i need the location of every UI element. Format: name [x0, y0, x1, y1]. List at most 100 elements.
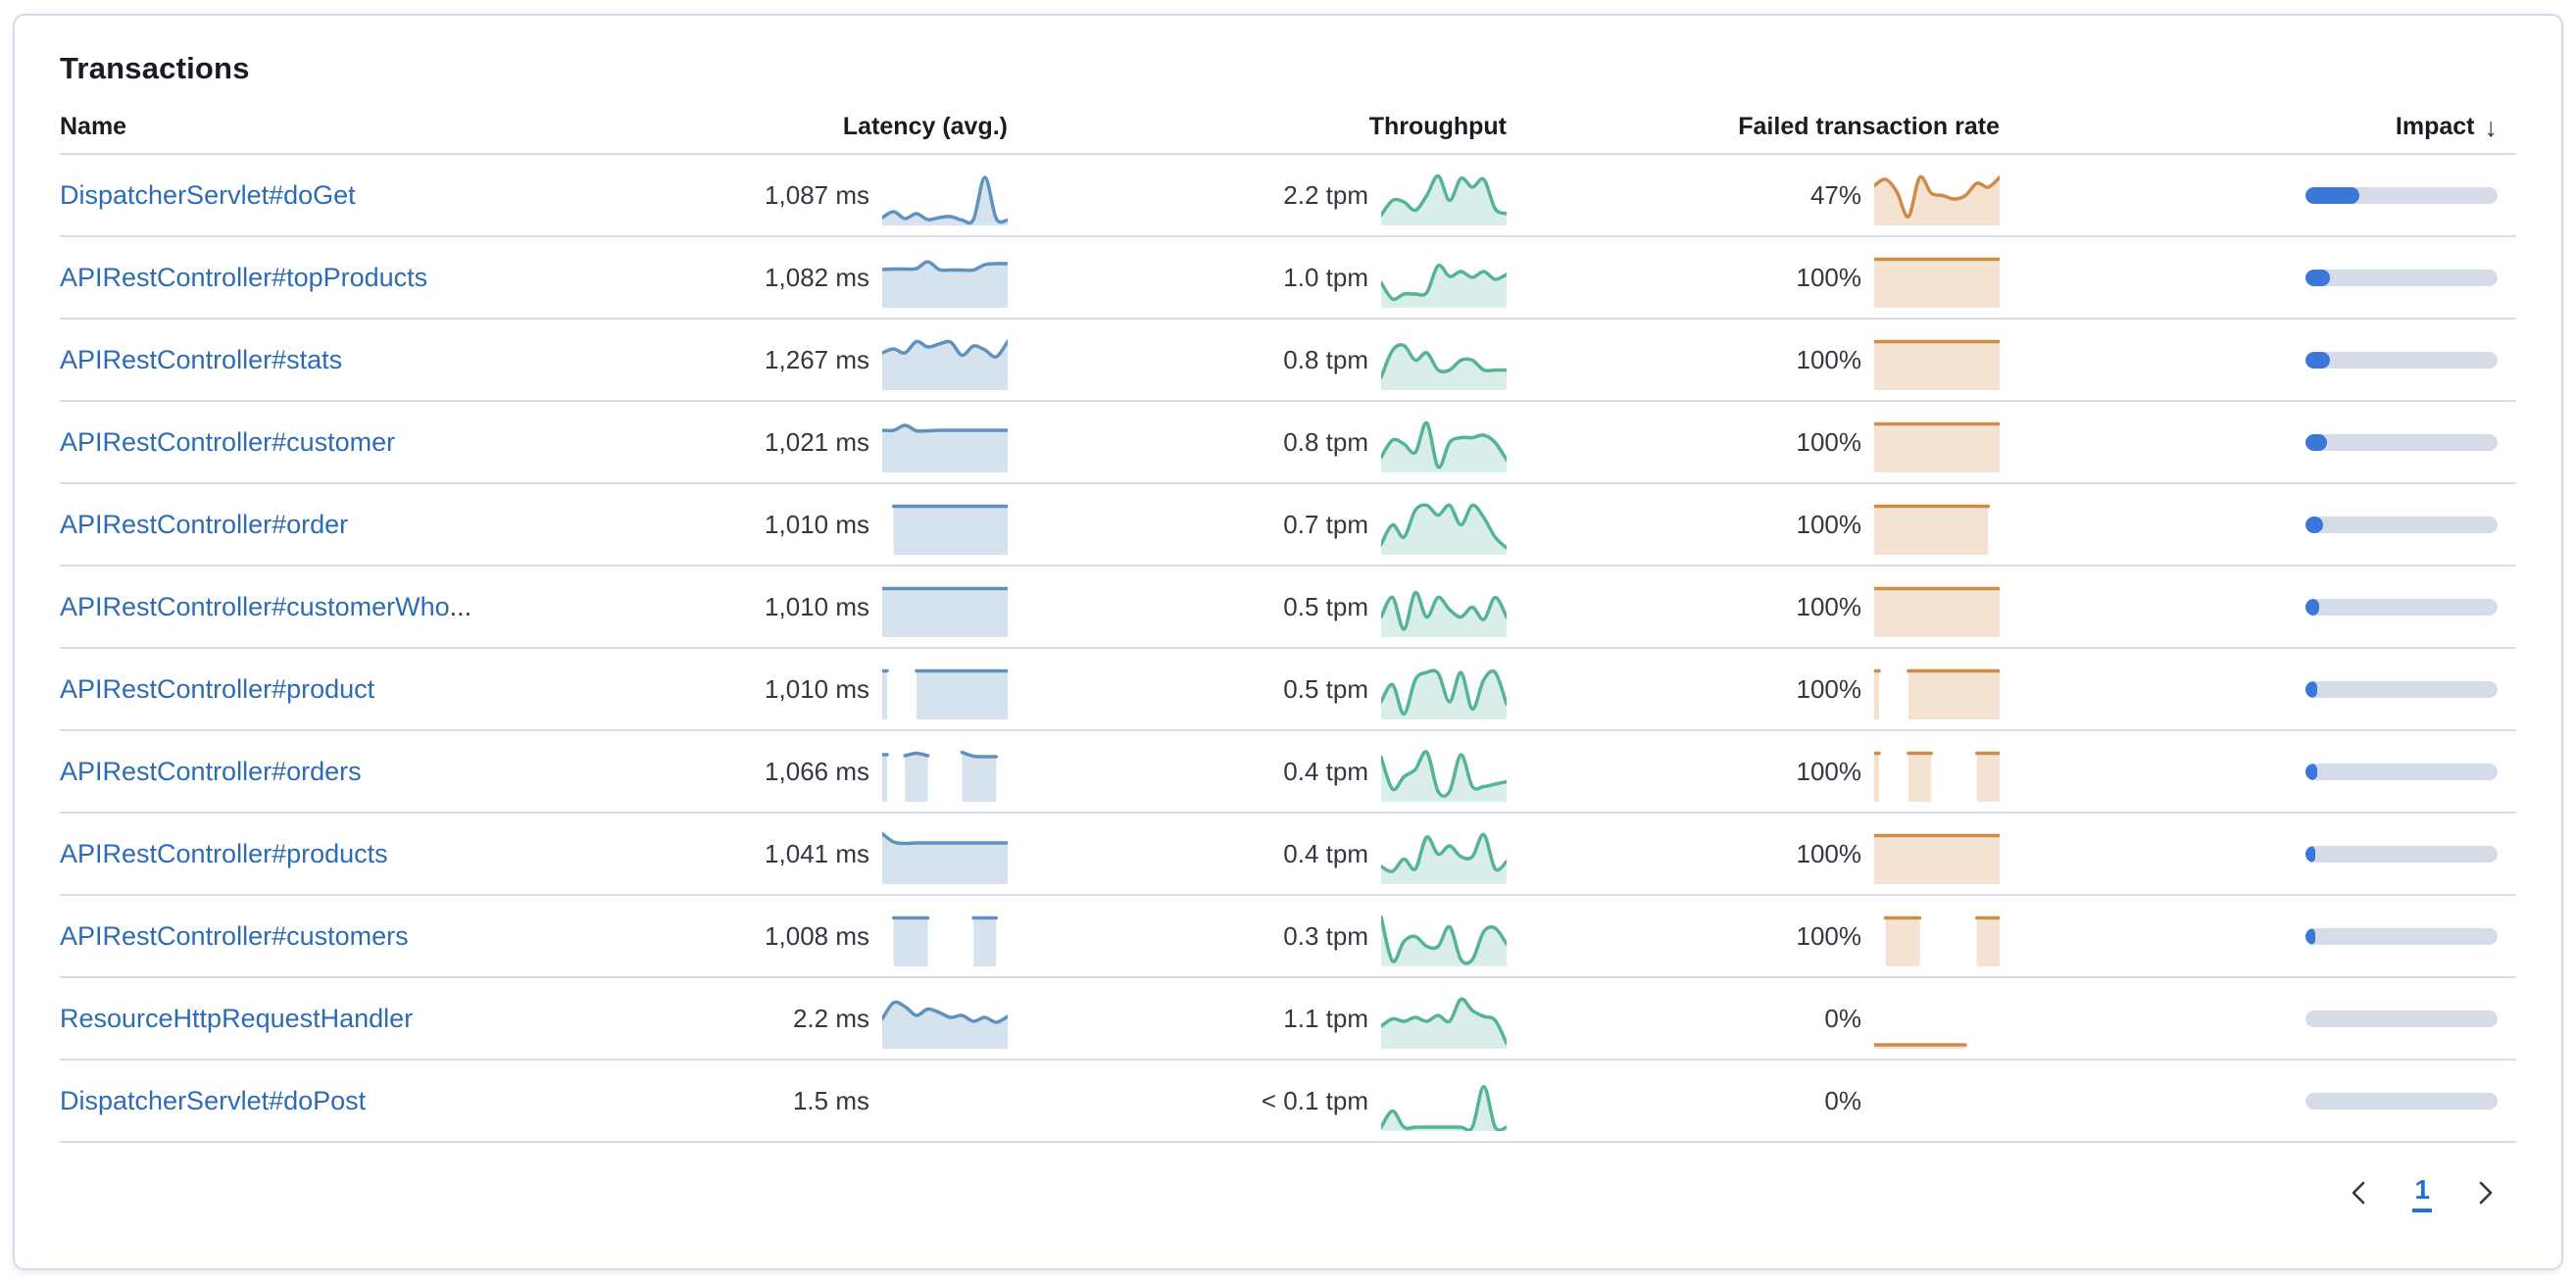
table-row: APIRestController#customers 1,008 ms 0.3 t…: [60, 896, 2516, 978]
next-page-button[interactable]: [2469, 1172, 2502, 1213]
column-header-failed-rate[interactable]: Failed transaction rate: [1738, 112, 2000, 140]
latency-value: 1,008 ms: [765, 920, 869, 951]
transaction-link[interactable]: APIRestController#topProducts: [60, 262, 428, 292]
page-number-1[interactable]: 1: [2412, 1174, 2432, 1212]
latency-sparkline: [882, 994, 1008, 1049]
throughput-value: 1.1 tpm: [1283, 1003, 1368, 1033]
latency-value: 1,041 ms: [765, 838, 869, 868]
throughput-value: < 0.1 tpm: [1261, 1085, 1368, 1115]
impact-bar-fill: [2305, 433, 2327, 451]
failed-rate-cell: 100%: [1507, 662, 2000, 719]
name-cell: APIRestController#products: [60, 839, 576, 869]
throughput-sparkline-chart: [1381, 420, 1507, 472]
impact-bar: [2305, 351, 2498, 369]
transaction-link[interactable]: APIRestController#order: [60, 509, 349, 539]
latency-sparkline: [882, 253, 1008, 308]
transactions-panel: Transactions Name Latency (avg.) Through…: [13, 14, 2563, 1270]
impact-bar: [2305, 845, 2498, 863]
latency-sparkline-chart: [882, 750, 999, 802]
latency-sparkline: [882, 582, 1008, 637]
impact-bar: [2305, 1092, 2498, 1110]
impact-bar-fill: [2305, 269, 2331, 286]
column-header-impact[interactable]: Impact ↓: [2000, 112, 2516, 142]
name-cell: ResourceHttpRequestHandler: [60, 1004, 576, 1034]
throughput-value: 0.5 tpm: [1283, 673, 1368, 704]
transaction-link[interactable]: APIRestController#customer: [60, 426, 396, 457]
throughput-sparkline-chart: [1381, 503, 1507, 555]
throughput-cell: 0.3 tpm: [1008, 909, 1507, 966]
latency-cell: 1,010 ms: [576, 662, 1008, 719]
failed-rate-value: 100%: [1796, 920, 1862, 951]
throughput-value: 0.4 tpm: [1283, 756, 1368, 786]
failed-rate-value: 0%: [1824, 1003, 1861, 1033]
throughput-sparkline-chart: [1381, 173, 1507, 225]
impact-bar-fill: [2305, 680, 2317, 698]
failed-rate-value: 100%: [1796, 262, 1862, 292]
failed-rate-sparkline: [1874, 582, 2000, 637]
transaction-link[interactable]: APIRestController#product: [60, 673, 375, 704]
throughput-sparkline-chart: [1381, 668, 1507, 719]
column-header-throughput[interactable]: Throughput: [1368, 112, 1507, 140]
failed-rate-cell: 0%: [1507, 991, 2000, 1049]
latency-cell: 1,041 ms: [576, 826, 1008, 884]
impact-cell: [2000, 927, 2516, 945]
latency-value: 1,010 ms: [765, 509, 869, 539]
throughput-sparkline-chart: [1381, 997, 1507, 1049]
table-row: APIRestController#product 1,010 ms 0.5 tpm…: [60, 649, 2516, 731]
transaction-link[interactable]: APIRestController#orders: [60, 756, 362, 786]
throughput-sparkline: [1381, 253, 1507, 308]
failed-rate-value: 100%: [1796, 344, 1862, 374]
throughput-cell: 0.4 tpm: [1008, 744, 1507, 802]
latency-sparkline: [882, 335, 1008, 390]
impact-bar: [2305, 598, 2498, 616]
failed-rate-sparkline: [1874, 912, 2000, 966]
throughput-sparkline: [1381, 582, 1507, 637]
failed-rate-cell: 100%: [1507, 826, 2000, 884]
failed-rate-value: 100%: [1796, 591, 1862, 621]
previous-page-button[interactable]: [2342, 1172, 2375, 1213]
truncation-ellipsis: ...: [449, 591, 472, 621]
transaction-link[interactable]: DispatcherServlet#doGet: [60, 179, 356, 210]
table-row: APIRestController#order 1,010 ms 0.7 tpm 10…: [60, 484, 2516, 567]
failed-rate-value: 100%: [1796, 756, 1862, 786]
transaction-link[interactable]: APIRestController#stats: [60, 344, 343, 374]
latency-sparkline-chart: [882, 175, 1008, 225]
latency-value: 1,010 ms: [765, 591, 869, 621]
latency-cell: 1,066 ms: [576, 744, 1008, 802]
throughput-sparkline-chart: [1381, 343, 1507, 390]
failed-rate-cell: 47%: [1507, 168, 2000, 225]
transaction-link[interactable]: APIRestController#products: [60, 838, 388, 868]
failed-rate-sparkline-chart: [1874, 833, 2000, 884]
failed-rate-value: 47%: [1809, 179, 1861, 210]
throughput-sparkline-chart: [1381, 832, 1507, 884]
throughput-value: 0.4 tpm: [1283, 838, 1368, 868]
latency-cell: 1,082 ms: [576, 250, 1008, 308]
latency-value: 1,021 ms: [765, 426, 869, 457]
failed-rate-sparkline-chart: [1874, 504, 1991, 555]
impact-bar-fill: [2305, 598, 2319, 616]
impact-bar-fill: [2305, 927, 2315, 945]
latency-cell: 1,021 ms: [576, 415, 1008, 472]
failed-rate-sparkline-chart: [1874, 751, 2000, 802]
table-row: APIRestController#orders 1,066 ms 0.4 tpm 1…: [60, 731, 2516, 814]
transaction-link[interactable]: APIRestController#customerWho: [60, 591, 450, 621]
throughput-value: 2.2 tpm: [1283, 179, 1368, 210]
transaction-link[interactable]: DispatcherServlet#doPost: [60, 1085, 367, 1115]
impact-cell: [2000, 845, 2516, 863]
latency-value: 1.5 ms: [792, 1085, 869, 1115]
transaction-link[interactable]: APIRestController#customers: [60, 920, 409, 951]
throughput-cell: 0.8 tpm: [1008, 332, 1507, 390]
latency-sparkline-chart: [882, 586, 1008, 637]
transaction-link[interactable]: ResourceHttpRequestHandler: [60, 1003, 414, 1033]
latency-cell: 1,010 ms: [576, 579, 1008, 637]
table-row: DispatcherServlet#doPost 1.5 ms < 0.1 tpm 0…: [60, 1061, 2516, 1143]
column-header-latency[interactable]: Latency (avg.): [842, 112, 1008, 140]
latency-sparkline-chart: [882, 831, 1008, 884]
failed-rate-sparkline-chart: [1874, 339, 2000, 390]
table-row: APIRestController#customerWho... 1,010 ms…: [60, 567, 2516, 649]
failed-rate-cell: 100%: [1507, 497, 2000, 555]
throughput-sparkline: [1381, 912, 1507, 966]
name-cell: APIRestController#product: [60, 674, 576, 705]
column-header-name[interactable]: Name: [60, 112, 127, 140]
failed-rate-value: 0%: [1824, 1085, 1861, 1115]
